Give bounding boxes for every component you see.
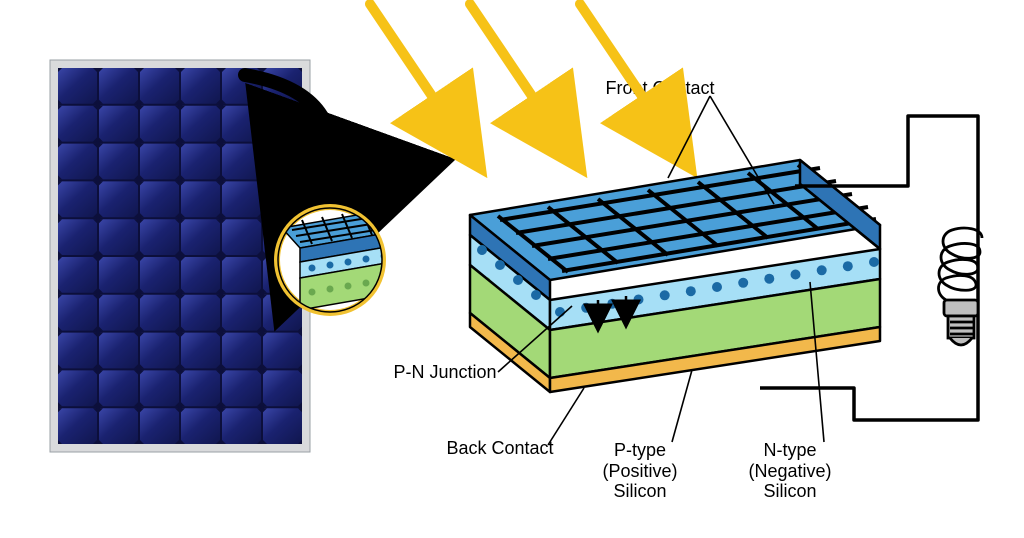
zoom-circle: [274, 204, 392, 316]
solar-panel: [50, 60, 310, 452]
cfl-bulb-icon: [939, 116, 983, 345]
diagram-svg: [0, 0, 1024, 538]
solar-cell-block: [470, 160, 880, 392]
sun-rays: [370, 4, 675, 145]
diagram-stage: Front Contact P-N Junction Back Contact …: [0, 0, 1024, 538]
